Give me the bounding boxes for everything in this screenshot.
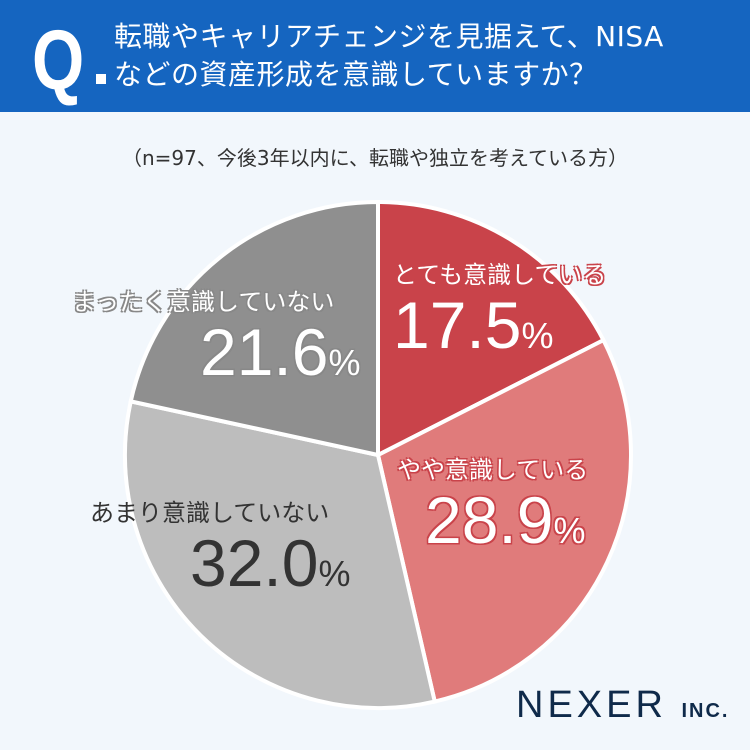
slice-label-not-at-all: まったく意識していない 21.6% <box>72 282 360 387</box>
slice-name: まったく意識していない <box>72 288 335 316</box>
slice-value: 28.9 <box>425 483 554 557</box>
slice-label-not-much: あまり意識していない 32.0% <box>90 493 350 598</box>
slice-not-at-all <box>128 199 380 458</box>
percent-sign: % <box>553 510 586 551</box>
percent-sign: % <box>328 342 361 383</box>
q-mark: Q <box>32 13 85 107</box>
slice-label-somewhat: やや意識している 28.9% <box>397 450 588 555</box>
slice-value: 21.6 <box>200 315 329 389</box>
slice-name: とても意識している <box>393 261 607 289</box>
slice-name: やや意識している <box>397 456 589 484</box>
q-dot <box>96 74 106 84</box>
slice-very <box>376 199 607 459</box>
percent-sign: % <box>521 315 554 356</box>
slice-somewhat <box>375 337 633 704</box>
slice-value: 17.5 <box>393 288 522 362</box>
slice-not-much <box>123 398 438 710</box>
question-line-1: 転職やキャリアチェンジを見据えて、NISA <box>114 20 664 53</box>
logo-name: NEXER <box>516 684 667 726</box>
sample-note: （n=97、今後3年以内に、転職や独立を考えている方） <box>121 146 628 170</box>
question-header: Q 転職やキャリアチェンジを見据えて、NISA などの資産形成を意識していますか… <box>0 0 750 112</box>
percent-sign: % <box>318 553 351 594</box>
question-line-2: などの資産形成を意識していますか？ <box>114 58 598 91</box>
question-text: 転職やキャリアチェンジを見据えて、NISA などの資産形成を意識していますか？ <box>114 18 664 94</box>
slice-label-very: とても意識している 17.5% <box>393 255 606 360</box>
slice-value: 32.0 <box>190 526 319 600</box>
slice-name: あまり意識していない <box>90 499 330 527</box>
logo-suffix: INC. <box>681 700 730 722</box>
nexer-logo: NEXER INC. <box>516 684 729 727</box>
